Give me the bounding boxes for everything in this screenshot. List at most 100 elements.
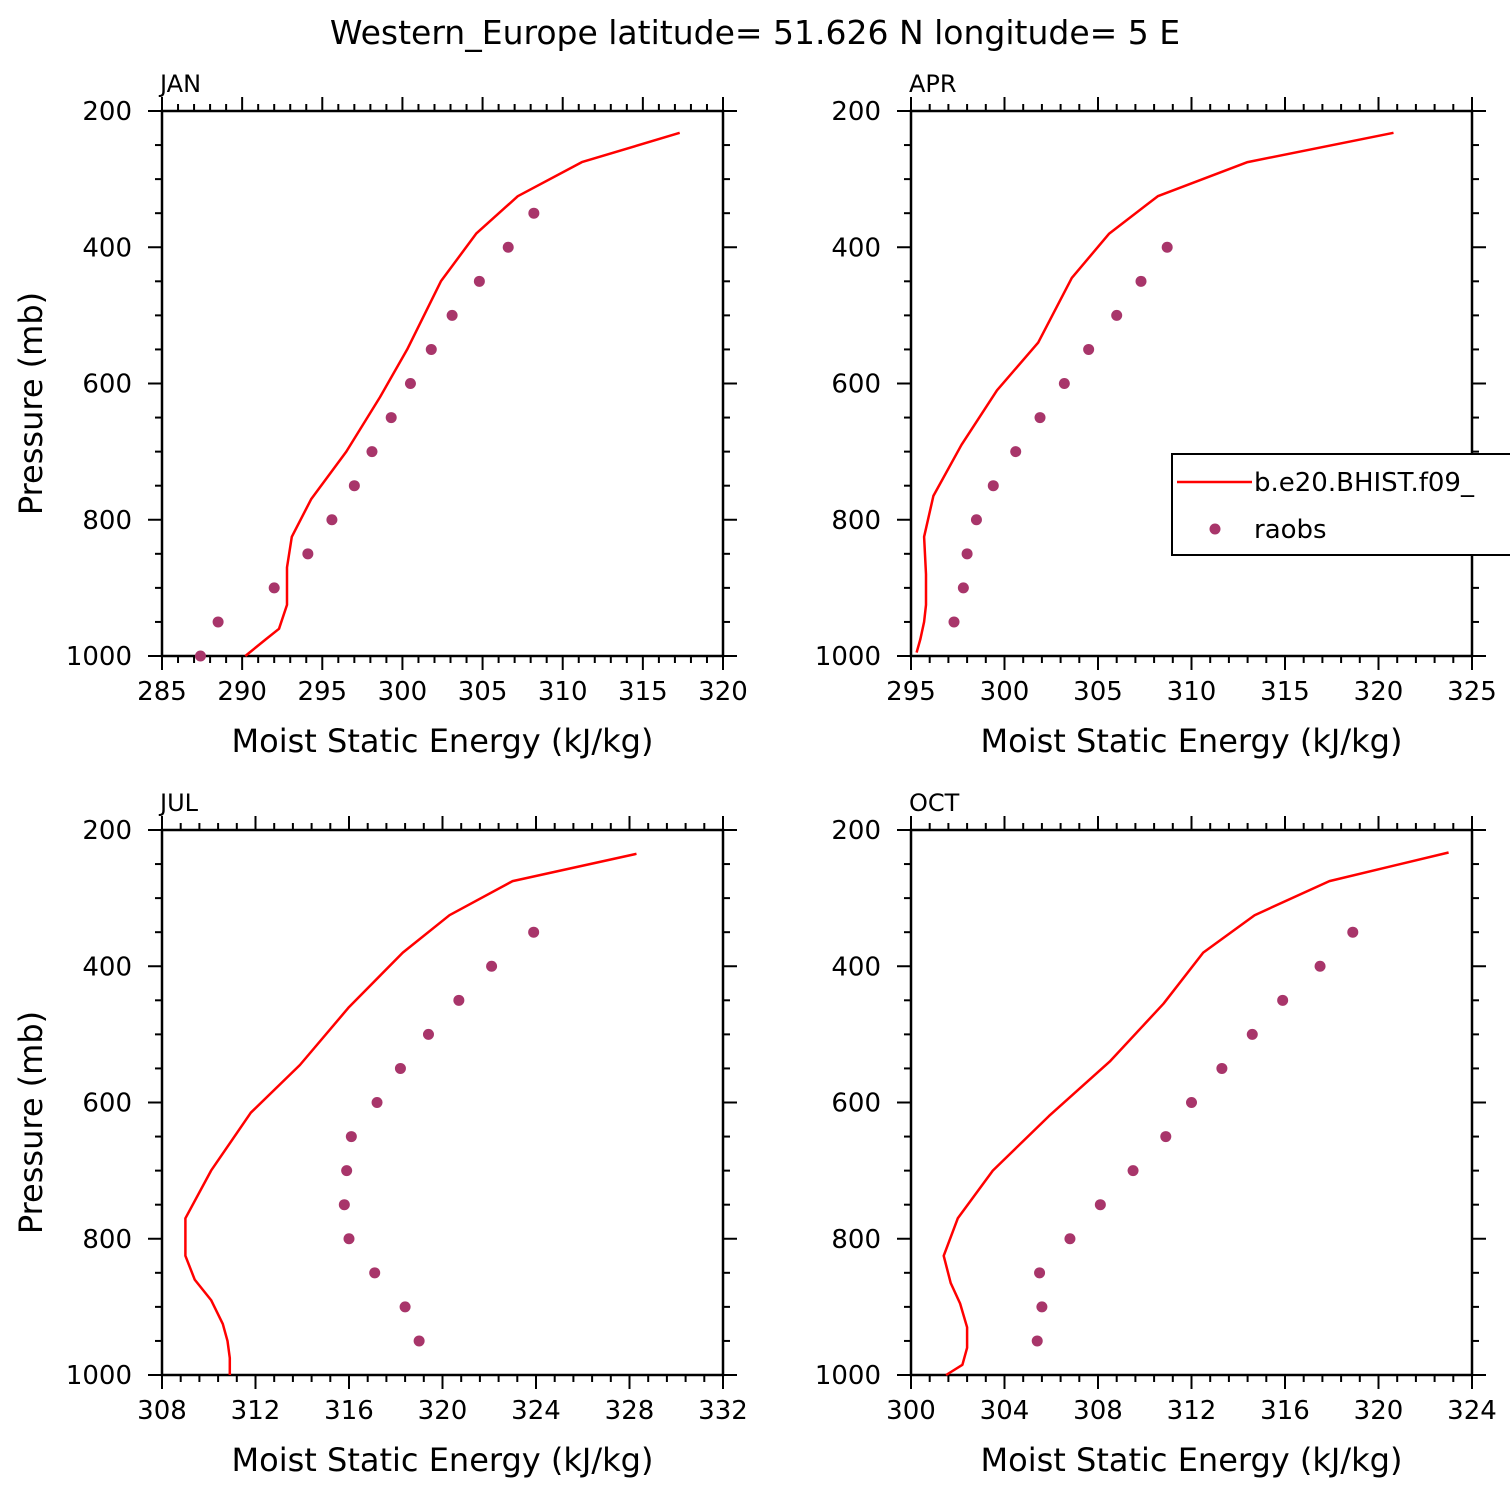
panel-month-label: OCT bbox=[909, 789, 960, 817]
raobs-point bbox=[366, 446, 378, 458]
raobs-point bbox=[1058, 378, 1070, 389]
x-tick-label: 316 bbox=[324, 1396, 374, 1426]
y-tick-label: 600 bbox=[831, 1089, 881, 1119]
panel-jul: 308 312 316 320 324 328 332 200 400 600 800 1000 JUL… bbox=[12, 789, 748, 1479]
model-profile-line bbox=[184, 852, 637, 1375]
panel-jan: 285 290 295 300 305 310 315 320 200 400 600 800 1000… bbox=[12, 70, 748, 760]
panel-apr: 295 300 305 310 315 320 325 200 400 600 800 1000 APR… bbox=[815, 70, 1497, 760]
y-tick-label: 600 bbox=[82, 1089, 132, 1119]
x-tick-label: 300 bbox=[886, 1396, 936, 1426]
legend-box bbox=[1171, 453, 1510, 556]
x-tick-label: 295 bbox=[886, 677, 936, 707]
raobs-point bbox=[348, 480, 360, 492]
raobs-point bbox=[1064, 1233, 1076, 1245]
raobs-point bbox=[1246, 1028, 1258, 1040]
x-tick-label: 305 bbox=[458, 677, 508, 707]
x-tick-label: 300 bbox=[378, 677, 428, 707]
raobs-point bbox=[1083, 343, 1095, 355]
raobs-point bbox=[957, 582, 969, 594]
y-tick-label: 800 bbox=[82, 1225, 132, 1255]
x-tick-label: 320 bbox=[418, 1396, 468, 1426]
raobs-point bbox=[425, 343, 437, 355]
raobs-point bbox=[1031, 1335, 1043, 1347]
raobs-point bbox=[1314, 960, 1326, 972]
raobs-point bbox=[1216, 1062, 1228, 1074]
raobs-point bbox=[1161, 241, 1173, 253]
x-tick-label: 324 bbox=[1447, 1396, 1497, 1426]
raobs-point bbox=[343, 1233, 355, 1245]
y-tick-label: 200 bbox=[831, 816, 881, 846]
x-tick-label: 320 bbox=[698, 677, 748, 707]
raobs-point bbox=[302, 548, 314, 560]
raobs-point bbox=[341, 1165, 353, 1177]
raobs-point bbox=[1036, 1301, 1048, 1313]
raobs-point bbox=[987, 480, 999, 492]
raobs-point bbox=[961, 548, 973, 560]
y-tick-label: 400 bbox=[831, 952, 881, 982]
x-tick-label: 310 bbox=[1167, 677, 1217, 707]
x-axis-label: Moist Static Energy (kJ/kg) bbox=[232, 1441, 654, 1479]
x-tick-label: 285 bbox=[137, 677, 187, 707]
raobs-point bbox=[268, 582, 280, 594]
x-tick-label: 312 bbox=[231, 1396, 281, 1426]
y-tick-label: 400 bbox=[82, 233, 132, 263]
y-tick-label: 1000 bbox=[66, 1361, 132, 1391]
raobs-point bbox=[345, 1131, 357, 1143]
raobs-point bbox=[1160, 1131, 1172, 1143]
x-tick-label: 305 bbox=[1073, 677, 1123, 707]
raobs-point bbox=[194, 650, 206, 662]
raobs-point bbox=[338, 1199, 350, 1211]
raobs-point bbox=[446, 309, 458, 321]
raobs-point bbox=[369, 1267, 381, 1279]
y-tick-label: 1000 bbox=[815, 642, 881, 672]
x-tick-label: 315 bbox=[1260, 677, 1310, 707]
x-tick-label: 290 bbox=[217, 677, 267, 707]
x-tick-label: 308 bbox=[137, 1396, 187, 1426]
y-tick-label: 800 bbox=[831, 1225, 881, 1255]
x-tick-label: 328 bbox=[605, 1396, 655, 1426]
raobs-point bbox=[1127, 1165, 1139, 1177]
legend-model-label: b.e20.BHIST.f09_ bbox=[1254, 468, 1475, 498]
x-axis-label: Moist Static Energy (kJ/kg) bbox=[232, 722, 654, 760]
y-tick-label: 1000 bbox=[815, 1361, 881, 1391]
raobs-point bbox=[399, 1301, 411, 1313]
raobs-point bbox=[502, 241, 514, 253]
figure-title: Western_Europe latitude= 51.626 N longit… bbox=[330, 13, 1180, 52]
raobs-point bbox=[371, 1097, 383, 1108]
y-tick-label: 400 bbox=[831, 233, 881, 263]
x-tick-label: 310 bbox=[538, 677, 588, 707]
raobs-point bbox=[1034, 412, 1046, 424]
x-tick-label: 325 bbox=[1447, 677, 1497, 707]
x-tick-label: 300 bbox=[980, 677, 1030, 707]
model-profile-line bbox=[942, 851, 1449, 1377]
panels: 285 290 295 300 305 310 315 320 200 400 600 800 1000… bbox=[12, 70, 1497, 1479]
panel-month-label: JAN bbox=[158, 70, 201, 98]
raobs-point bbox=[970, 514, 982, 526]
raobs-point bbox=[528, 207, 540, 219]
raobs-point bbox=[453, 994, 465, 1006]
x-tick-label: 312 bbox=[1167, 1396, 1217, 1426]
x-tick-label: 315 bbox=[618, 677, 668, 707]
plot-frame bbox=[909, 109, 1474, 658]
x-tick-label: 316 bbox=[1260, 1396, 1310, 1426]
y-tick-label: 400 bbox=[82, 952, 132, 982]
y-tick-label: 1000 bbox=[66, 642, 132, 672]
raobs-point bbox=[404, 378, 416, 389]
raobs-point bbox=[1186, 1097, 1197, 1108]
raobs-point bbox=[326, 514, 338, 526]
raobs-point bbox=[422, 1028, 434, 1040]
y-tick-label: 600 bbox=[831, 370, 881, 400]
x-axis-label: Moist Static Energy (kJ/kg) bbox=[981, 1441, 1403, 1479]
raobs-point bbox=[486, 960, 498, 972]
legend-obs-swatch bbox=[1209, 523, 1221, 535]
raobs-point bbox=[948, 616, 960, 628]
raobs-point bbox=[1034, 1267, 1046, 1279]
raobs-point bbox=[1010, 446, 1022, 458]
raobs-point bbox=[473, 275, 485, 287]
raobs-point bbox=[413, 1335, 425, 1347]
y-tick-label: 800 bbox=[82, 506, 132, 536]
y-tick-label: 200 bbox=[82, 97, 132, 127]
panel-month-label: APR bbox=[909, 70, 957, 98]
x-tick-label: 308 bbox=[1073, 1396, 1123, 1426]
